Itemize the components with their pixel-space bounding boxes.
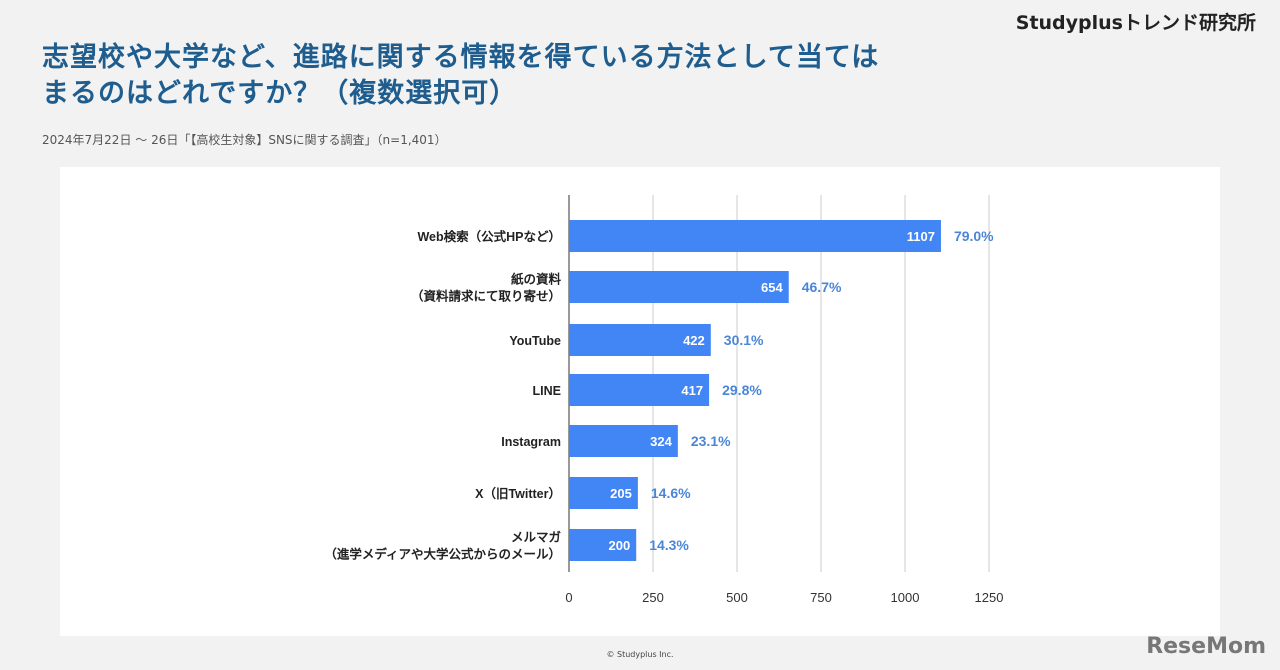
copyright: © Studyplus Inc. [606,650,674,659]
x-tick-label: 0 [565,590,572,605]
category-label: X（旧Twitter） [475,486,561,501]
x-tick-label: 250 [642,590,664,605]
bar [569,220,941,252]
brand-logo: Studyplusトレンド研究所 [1015,12,1256,34]
category-label: LINE [533,384,561,398]
bar-value-label: 200 [608,538,630,553]
x-tick-label: 750 [810,590,832,605]
percent-label: 46.7% [802,279,842,295]
bar [569,324,711,356]
percent-label: 79.0% [954,228,994,244]
bar-value-label: 1107 [907,229,935,244]
category-label: Web検索（公式HPなど） [417,229,561,244]
percent-label: 30.1% [724,332,764,348]
survey-subtitle: 2024年7月22日 ～ 26日「【高校生対象】SNSに関する調査」（n=1,4… [42,133,447,147]
percent-label: 29.8% [722,382,762,398]
x-tick-label: 500 [726,590,748,605]
bar [569,477,638,509]
percent-label: 23.1% [691,433,731,449]
bar-value-label: 324 [650,434,672,449]
percent-label: 14.3% [649,537,689,553]
bar [569,529,637,561]
bar-value-label: 654 [761,280,783,295]
resemom-logo: ReseMom [1146,634,1266,659]
category-label: （資料請求にて取り寄せ） [411,289,561,304]
bar-value-label: 205 [610,486,632,501]
page-title: 志望校や大学など、進路に関する情報を得ている方法として当てはまるのはどれですか？… [42,42,880,109]
bar-value-label: 417 [681,383,703,398]
bar [569,271,789,303]
bar [569,374,710,406]
percent-label: 14.6% [651,485,691,501]
category-label: メルマガ [511,530,562,545]
category-label: 紙の資料 [511,272,562,287]
x-tick-label: 1250 [975,590,1004,605]
category-label: YouTube [509,334,561,348]
category-label: Instagram [501,435,561,449]
x-tick-label: 1000 [891,590,920,605]
category-label: （進学メディアや大学公式からのメール） [324,547,561,562]
bar-value-label: 422 [683,333,705,348]
bar [569,425,678,457]
